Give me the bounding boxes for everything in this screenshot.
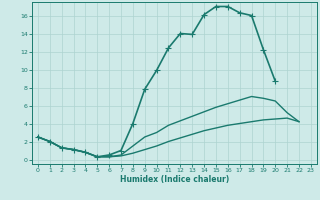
X-axis label: Humidex (Indice chaleur): Humidex (Indice chaleur) [120, 175, 229, 184]
